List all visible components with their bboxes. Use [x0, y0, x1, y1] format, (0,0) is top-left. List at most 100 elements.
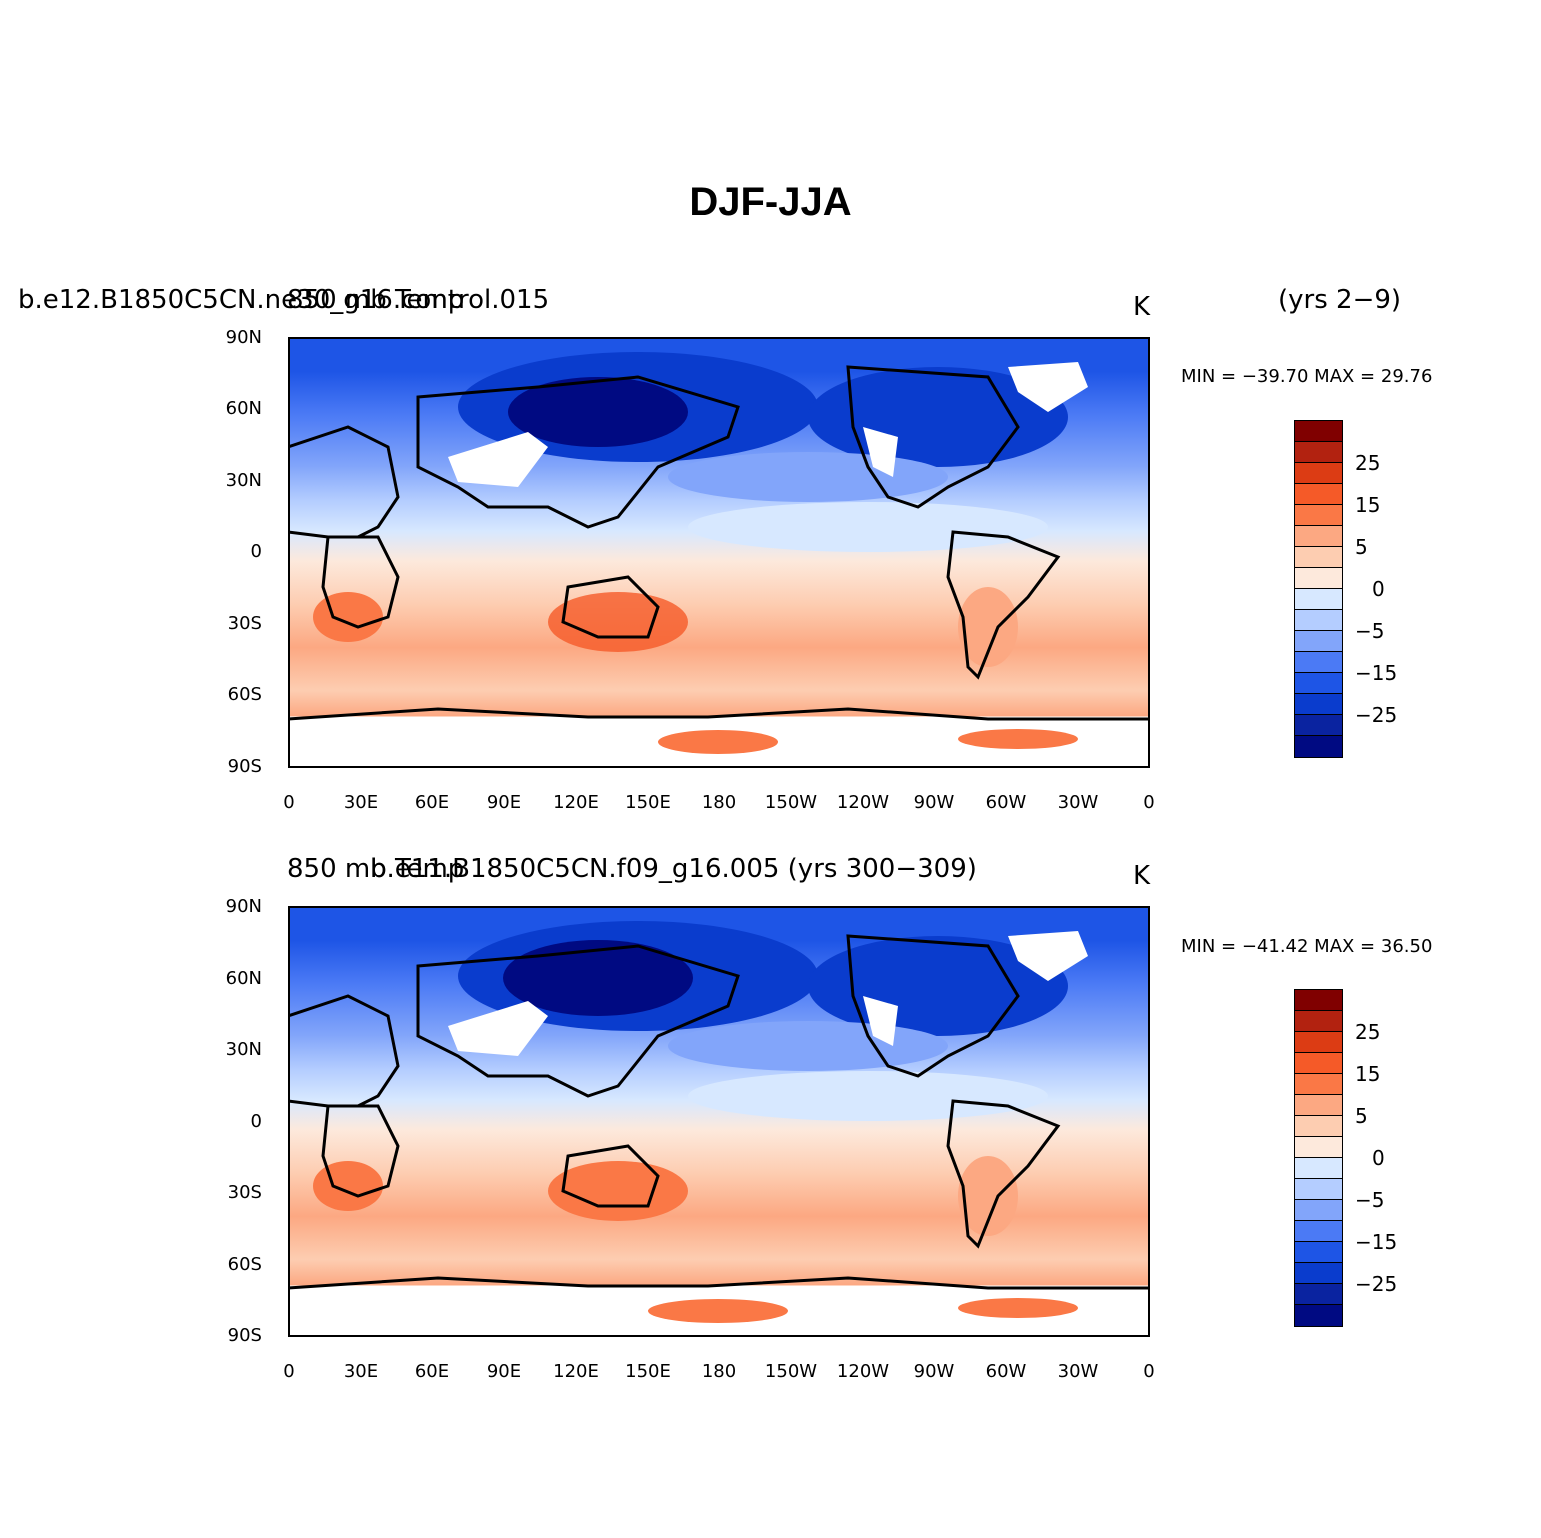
lon-label: 0 — [1143, 792, 1155, 813]
lon-label: 150W — [764, 792, 818, 813]
colorbar — [1294, 989, 1343, 1327]
colorbar-label: −5 — [1355, 619, 1385, 643]
colorbar-swatch — [1295, 1200, 1342, 1221]
lon-label: 60E — [414, 1361, 450, 1382]
lon-label: 60E — [414, 792, 450, 813]
colorbar-swatch — [1295, 990, 1342, 1011]
lon-label: 120E — [553, 792, 599, 813]
panel-case-title: b.e11.B1850C5CN.f09_g16.005 (yrs 300−309… — [370, 854, 977, 884]
cool-band-pacific — [668, 1021, 948, 1071]
panel-variable-title: 850 mb Temp — [287, 285, 465, 315]
colorbar-label: −25 — [1355, 1272, 1398, 1296]
colorbar-swatch — [1295, 463, 1342, 484]
warm-region-australia — [548, 1161, 688, 1221]
panel-units: K — [1133, 861, 1151, 891]
masked-tibet — [448, 432, 548, 487]
lon-label: 60W — [985, 792, 1027, 813]
colorbar-swatch — [1295, 547, 1342, 568]
panel-variable-title: 850 mb Temp — [287, 854, 465, 884]
colorbar-label: 25 — [1355, 451, 1381, 475]
colorbar-label: 15 — [1355, 1062, 1381, 1086]
coastlines — [288, 934, 1150, 1290]
colorbar-swatch — [1295, 736, 1342, 757]
lat-label: 0 — [250, 1111, 262, 1132]
colorbar-swatch — [1295, 421, 1342, 442]
lon-label: 90E — [486, 792, 522, 813]
lon-label: 60W — [985, 1361, 1027, 1382]
lon-label: 30W — [1057, 792, 1099, 813]
masked-greenland — [1008, 362, 1088, 412]
panel-minmax: MIN = −41.42 MAX = 36.50 — [1181, 936, 1433, 957]
lon-label: 180 — [701, 1361, 737, 1382]
colorbar-swatch — [1295, 1011, 1342, 1032]
colorbar-swatch — [1295, 610, 1342, 631]
colorbar-label: −25 — [1355, 703, 1398, 727]
panel-case-title: b.e12.B1850C5CN.ne30_g16.control.015 — [18, 285, 550, 315]
lat-label: 60S — [227, 684, 262, 705]
colorbar-label: −15 — [1355, 661, 1398, 685]
colorbar-swatch — [1295, 526, 1342, 547]
masked-greenland — [1008, 931, 1088, 981]
lon-label: 0 — [283, 792, 295, 813]
colorbar — [1294, 420, 1343, 758]
colorbar-swatch — [1295, 1305, 1342, 1326]
colorbar-label: −5 — [1355, 1188, 1385, 1212]
lat-label: 30S — [227, 1182, 262, 1203]
colorbar-swatch — [1295, 1158, 1342, 1179]
lat-label: 90S — [227, 756, 262, 777]
temperature-map-top — [288, 337, 1150, 768]
lon-label: 90E — [486, 1361, 522, 1382]
colorbar-swatch — [1295, 673, 1342, 694]
colorbar-swatch — [1295, 652, 1342, 673]
lon-label: 120W — [836, 792, 890, 813]
warm-region-africa — [313, 592, 383, 642]
lat-label: 30N — [225, 1039, 262, 1060]
lat-label: 90N — [225, 896, 262, 917]
colorbar-swatch — [1295, 1179, 1342, 1200]
warm-region-australia — [548, 592, 688, 652]
coldest-region-siberia — [508, 377, 688, 447]
colorbar-swatch — [1295, 1221, 1342, 1242]
masked-rockies — [863, 996, 898, 1046]
masked-rockies — [863, 427, 898, 477]
colorbar-swatch — [1295, 1095, 1342, 1116]
lon-label: 180 — [701, 792, 737, 813]
colorbar-swatch — [1295, 1032, 1342, 1053]
temperature-map-bottom — [288, 906, 1150, 1337]
colorbar-swatch — [1295, 1284, 1342, 1305]
lon-label: 90W — [913, 792, 955, 813]
lon-label: 120W — [836, 1361, 890, 1382]
colorbar-swatch — [1295, 694, 1342, 715]
colorbar-swatch — [1295, 1053, 1342, 1074]
lon-label: 90W — [913, 1361, 955, 1382]
colorbar-label: −15 — [1355, 1230, 1398, 1254]
warm-region-ross-sea — [658, 730, 778, 754]
colorbar-swatch — [1295, 505, 1342, 526]
warm-region-africa — [313, 1161, 383, 1211]
lat-label: 0 — [250, 541, 262, 562]
lon-label: 150W — [764, 1361, 818, 1382]
colorbar-label: 5 — [1355, 1104, 1368, 1128]
panel-units: K — [1133, 292, 1151, 322]
lon-label: 30E — [343, 792, 379, 813]
colorbar-swatch — [1295, 1242, 1342, 1263]
lon-label: 120E — [553, 1361, 599, 1382]
colorbar-label: 25 — [1355, 1020, 1381, 1044]
lat-label: 90S — [227, 1325, 262, 1346]
cool-band-pacific — [668, 452, 948, 502]
colorbar-label: 0 — [1372, 577, 1385, 601]
colorbar-swatch — [1295, 1263, 1342, 1284]
lat-label: 60N — [225, 968, 262, 989]
colorbar-label: 0 — [1372, 1146, 1385, 1170]
lon-label: 30W — [1057, 1361, 1099, 1382]
colorbar-swatch — [1295, 442, 1342, 463]
colorbar-swatch — [1295, 1116, 1342, 1137]
colorbar-swatch — [1295, 589, 1342, 610]
colorbar-swatch — [1295, 631, 1342, 652]
colorbar-swatch — [1295, 484, 1342, 505]
coldest-region-siberia — [503, 940, 693, 1016]
masked-tibet — [448, 1001, 548, 1056]
lat-label: 60N — [225, 398, 262, 419]
coastlines — [288, 365, 1150, 721]
warm-region-ross-sea — [648, 1299, 788, 1323]
